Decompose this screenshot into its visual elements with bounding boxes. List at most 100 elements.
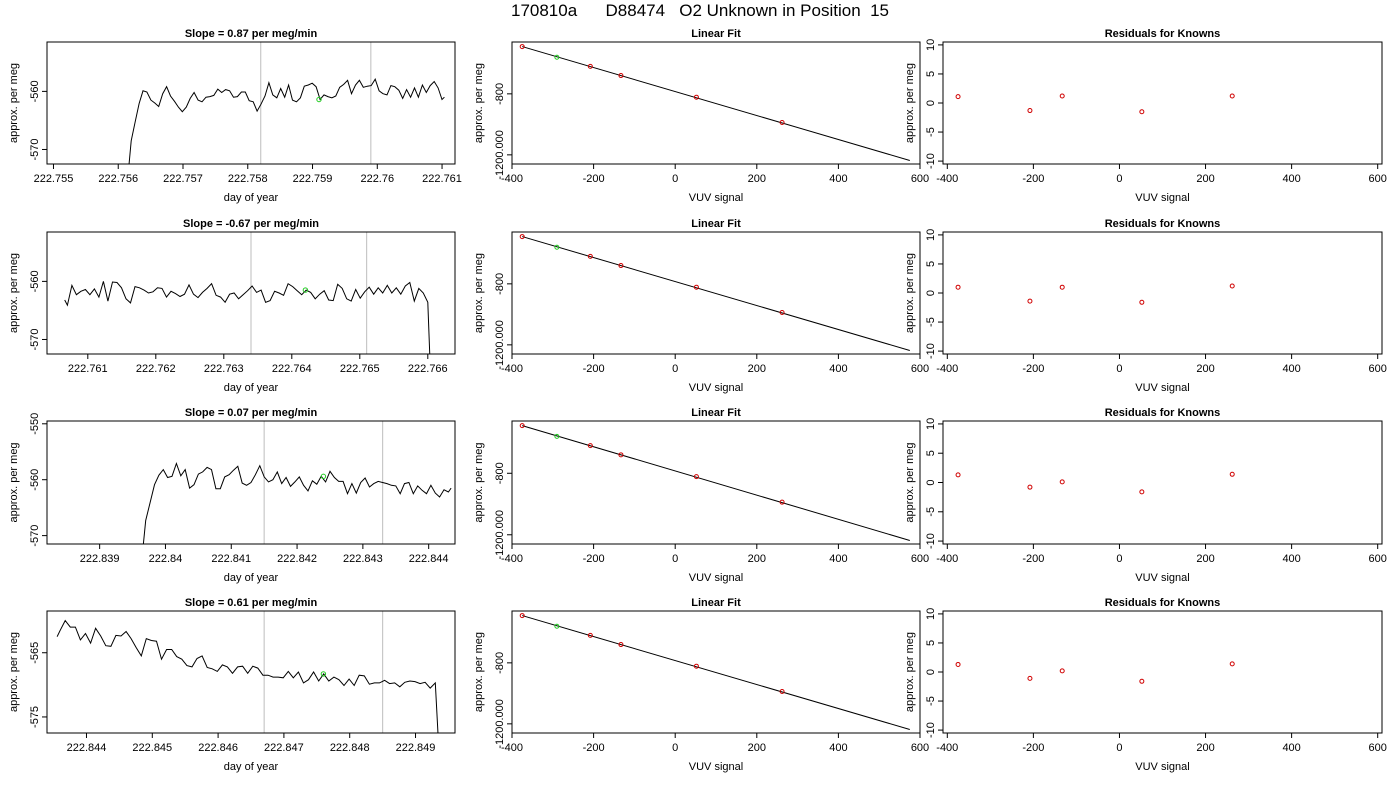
chart-title: Linear Fit [691,218,741,230]
known-point [693,284,699,290]
y-tick-label: -800 [494,83,506,105]
y-tick-label: -1200.000 [494,699,506,749]
x-axis-label: VUV signal [689,572,743,584]
y-tick-label: 5 [925,450,937,456]
x-tick-label: 400 [1282,553,1300,565]
y-tick-label: -10 [925,153,937,169]
chart-title: Residuals for Knowns [1105,407,1221,419]
x-tick-label: -200 [583,363,605,375]
plot-area [519,613,910,730]
y-axis-label: approx. per meg [473,442,485,522]
x-tick-label: 200 [748,173,766,185]
residual-point [1139,109,1145,115]
y-tick-label: -550 [29,413,41,435]
x-tick-label: 222.755 [34,173,74,185]
x-tick-label: 222.762 [136,363,176,375]
x-tick-label: 222.758 [228,173,268,185]
x-tick-label: -400 [501,742,523,754]
x-tick-label: -400 [501,363,523,375]
plot-area [519,234,910,351]
x-tick-label: 200 [1196,742,1214,754]
y-tick-label: 10 [925,418,937,430]
y-tick-label: -570 [29,138,41,160]
y-tick-label: -800 [494,652,506,674]
y-axis-label: approx. per meg [8,442,20,522]
known-point [519,234,525,240]
residual-point [1027,298,1033,304]
x-tick-label: 0 [672,742,678,754]
y-tick-label: -5 [925,507,937,517]
residual-point [1139,678,1145,684]
x-tick-label: -400 [501,553,523,565]
x-tick-label: 200 [1196,173,1214,185]
x-tick-label: 400 [1282,363,1300,375]
fit-line [522,615,910,730]
residual-point [1059,284,1065,290]
plot-area [64,232,431,354]
x-tick-label: 222.764 [272,363,312,375]
plot-area [519,423,910,541]
x-tick-label: 200 [748,363,766,375]
chart-title: Slope = -0.67 per meg/min [183,218,319,230]
plot-frame [46,231,456,355]
plot-frame [942,41,1383,165]
x-tick-label: 222.849 [396,742,436,754]
x-tick-label: -200 [583,553,605,565]
plot-area [955,661,1235,684]
x-tick-label: -400 [936,553,958,565]
x-tick-label: 222.843 [343,553,383,565]
unknown-marker [320,473,327,480]
y-axis-label: approx. per meg [904,632,916,712]
plot-area [955,93,1235,115]
residual-point [1059,479,1065,485]
fit-line [522,236,910,351]
residual-point [1027,484,1033,490]
residual-point [955,284,961,290]
y-tick-label: -5 [925,127,937,137]
x-tick-label: 600 [1369,742,1387,754]
x-axis-label: day of year [224,761,279,773]
x-axis-label: day of year [224,382,279,394]
plot-area [519,44,910,161]
y-tick-label: 10 [925,608,937,620]
y-tick-label: -575 [29,706,41,728]
x-tick-label: 222.841 [211,553,251,565]
x-tick-label: 0 [672,363,678,375]
row2-col2-panel: Linear Fit -400 -200 0 200 400 600 -800 -1200.00… [473,218,929,394]
plot-area [142,421,452,544]
known-point [618,263,624,269]
x-axis-label: VUV signal [689,761,743,773]
chart-title: Residuals for Knowns [1105,28,1221,40]
x-tick-label: 222.766 [408,363,448,375]
x-tick-label: 200 [1196,553,1214,565]
residual-point [1229,93,1235,99]
y-tick-label: 0 [925,290,937,296]
y-tick-label: -800 [494,462,506,484]
x-tick-label: 400 [1282,173,1300,185]
x-tick-label: 600 [911,742,929,754]
x-tick-label: -400 [501,173,523,185]
y-axis-label: approx. per meg [473,253,485,333]
y-tick-label: 5 [925,261,937,267]
known-point [519,613,525,619]
chart-title: Residuals for Knowns [1105,218,1221,230]
x-tick-label: 222.844 [409,553,449,565]
residual-point [1139,299,1145,305]
y-axis-label: approx. per meg [8,253,20,333]
x-tick-label: 0 [1116,553,1122,565]
y-tick-label: -5 [925,696,937,706]
x-axis-label: VUV signal [1135,761,1189,773]
y-tick-label: -560 [29,80,41,102]
x-tick-label: -200 [583,173,605,185]
x-tick-label: 0 [672,553,678,565]
x-tick-label: 222.759 [293,173,333,185]
row4-col3-panel: Residuals for Knowns -400 -200 0 200 400 600 -1… [904,597,1387,773]
row1-col1-panel: Slope = 0.87 per meg/min 222.755 222.756 22… [8,28,462,204]
x-tick-label: 400 [829,173,847,185]
x-tick-label: 222.765 [340,363,380,375]
unknown-point [554,244,560,250]
x-tick-label: 222.848 [330,742,370,754]
known-point [693,94,699,100]
residual-point [1027,675,1033,681]
